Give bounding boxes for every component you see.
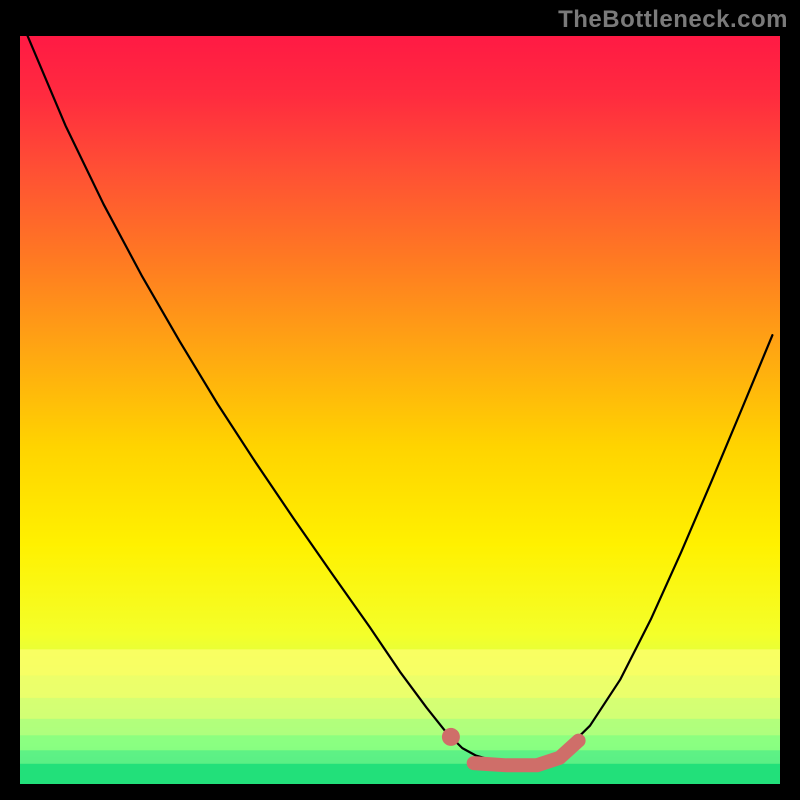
gradient-band xyxy=(20,764,780,784)
gradient-band xyxy=(20,735,780,750)
gradient-band xyxy=(20,698,780,719)
watermark-text: TheBottleneck.com xyxy=(558,6,788,34)
gradient-band xyxy=(20,719,780,735)
gradient-band xyxy=(20,676,780,698)
chart-svg xyxy=(20,36,780,784)
highlight-dot xyxy=(442,728,460,746)
chart-frame xyxy=(20,36,780,784)
gradient-band xyxy=(20,750,780,763)
